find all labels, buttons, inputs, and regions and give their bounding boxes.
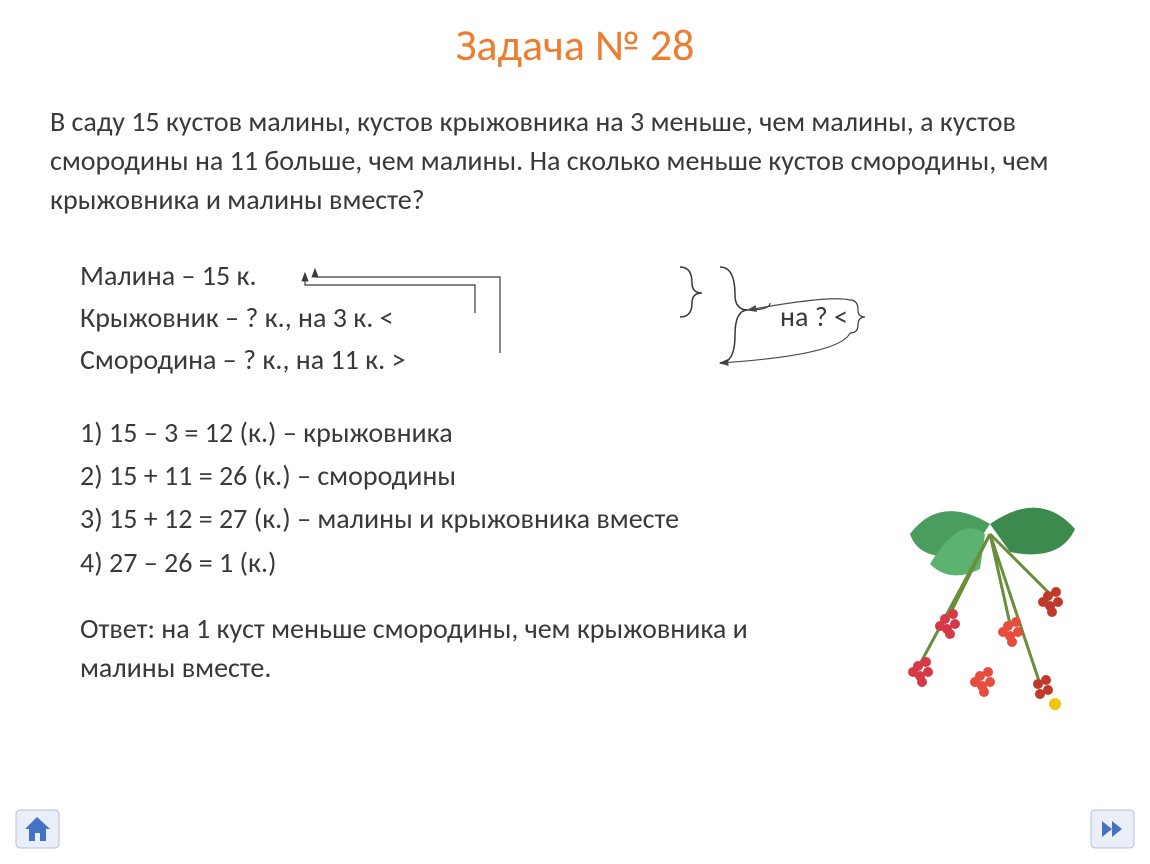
problem-title: Задача № 28: [0, 0, 1150, 102]
solution-step-1: 1) 15 – 3 = 12 (к.) – крыжовника: [80, 411, 1100, 454]
given-data: Малина – 15 к. Крыжовник – ? к., на 3 к.…: [80, 255, 1100, 381]
given-line-2: Крыжовник – ? к., на 3 к. <: [80, 297, 1100, 339]
given-line-3: Смородина – ? к., на 11 к. >: [80, 339, 1100, 381]
raspberry-illustration: [860, 484, 1120, 764]
comparison-question: на ? <: [780, 297, 848, 336]
problem-statement: В саду 15 кустов малины, кустов крыжовни…: [50, 102, 1100, 220]
answer-text: Ответ: на 1 куст меньше смородины, чем к…: [80, 609, 780, 687]
home-button[interactable]: [15, 809, 60, 849]
next-button[interactable]: [1090, 809, 1135, 849]
given-line-1: Малина – 15 к.: [80, 255, 1100, 297]
